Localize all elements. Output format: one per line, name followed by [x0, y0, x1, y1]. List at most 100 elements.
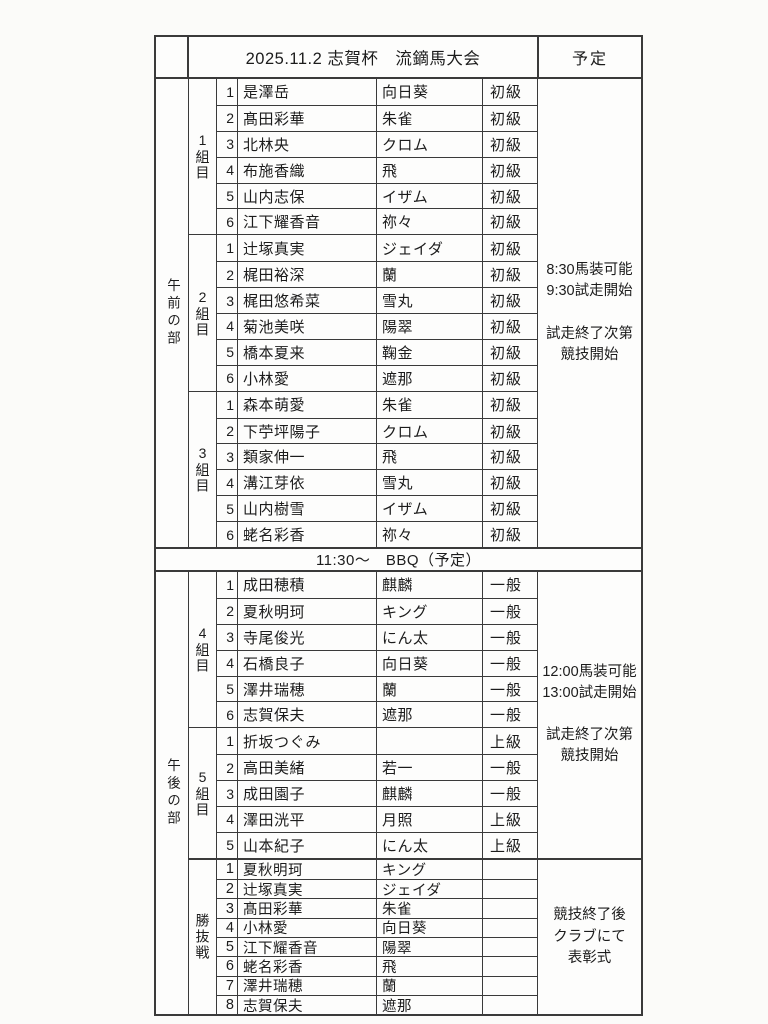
- group-block: 2組目 1 辻塚真実 ジェイダ 初級 2 梶田裕深蘭初級 3 梶田悠希菜 雪丸 初級 4 菊池美咲 陽翠初…: [189, 234, 537, 391]
- afternoon-schedule-cell: 12:00馬装可能 13:00試走開始 試走終了次第 競技開始: [537, 572, 641, 858]
- rider-name-cell: 是澤岳: [238, 79, 377, 105]
- rider-name-cell: 山内樹雪: [238, 496, 377, 522]
- table-row: 3 成田園子 麒麟 一般: [217, 780, 537, 807]
- table-row: 4 溝江芽依 雪丸 初級: [217, 469, 537, 496]
- entry-number-cell: 5: [217, 183, 238, 209]
- entry-number-cell: 2: [217, 598, 238, 624]
- horse-name-cell: 麒麟: [377, 781, 483, 807]
- afternoon-groups-section: 4組目 1 成田穂積 麒麟 一般 2 夏秋明珂 キング 一般 3 寺尾俊光 にん太 一般 4 石橋良子 向日葵…: [189, 572, 641, 858]
- rider-name-cell: 北林央: [238, 131, 377, 157]
- entry-number-cell: 2: [217, 755, 238, 781]
- table-row: 5 江下耀香音 陽翠: [217, 937, 537, 957]
- level-cell: [483, 977, 537, 995]
- entry-number-cell: 6: [217, 209, 238, 235]
- level-cell: 初級: [490, 162, 523, 180]
- level-cell: [483, 996, 537, 1014]
- level-cell: 初級: [490, 397, 523, 415]
- level-cell: [483, 899, 537, 917]
- rider-name-cell: 山内志保: [238, 183, 377, 209]
- level-cell: [483, 938, 537, 956]
- horse-name-cell: クロム: [377, 418, 483, 444]
- rider-name-cell: 澤井瑞穂: [238, 976, 377, 995]
- table-row: 3 梶田悠希菜 雪丸 初級: [217, 287, 537, 314]
- horse-name-cell: 雪丸: [377, 470, 483, 496]
- table-row: 1 折坂つぐみ 上級: [217, 728, 537, 755]
- table-row: 6 蛯名彩香飛: [217, 956, 537, 976]
- level-cell: [483, 957, 537, 975]
- horse-name-cell: 遮那: [377, 365, 483, 391]
- entry-number-cell: 5: [217, 496, 238, 522]
- level-cell: 初級: [490, 501, 523, 519]
- horse-name-cell: 麒麟: [377, 572, 483, 598]
- table-row: 6 江下耀香音 祢々 初級: [217, 208, 537, 235]
- horse-name-cell: 祢々: [377, 522, 483, 548]
- horse-name-cell: 朱雀: [377, 391, 483, 418]
- horse-name-cell: 飛: [377, 957, 483, 976]
- horse-name-cell: ジェイダ: [377, 235, 483, 262]
- entry-number-cell: 8: [217, 995, 238, 1015]
- table-row: 2 高田美緒 若一 一般: [217, 754, 537, 781]
- entry-number-cell: 6: [217, 522, 238, 548]
- table-row: 1 夏秋明珂 キング: [217, 859, 537, 880]
- entry-number-cell: 2: [217, 418, 238, 444]
- rider-name-cell: 溝江芽依: [238, 470, 377, 496]
- rider-name-cell: 蛯名彩香: [238, 957, 377, 976]
- level-cell: 初級: [490, 293, 523, 311]
- horse-name-cell: にん太: [377, 624, 483, 650]
- entry-number-cell: 4: [217, 157, 238, 183]
- entry-number-cell: 5: [217, 676, 238, 702]
- level-cell: 初級: [490, 84, 523, 102]
- horse-name-cell: 陽翠: [377, 938, 483, 957]
- horse-name-cell: 陽翠: [377, 314, 483, 339]
- horse-name-cell: 若一: [377, 755, 483, 781]
- rider-name-cell: 髙田彩華: [238, 899, 377, 918]
- rider-name-cell: 志賀保夫: [238, 702, 377, 728]
- horse-name-cell: 鞠金: [377, 339, 483, 365]
- table-row: 7 澤井瑞穂蘭: [217, 975, 537, 995]
- playoff-label: 勝抜戦: [189, 859, 217, 1015]
- level-cell: 一般: [490, 760, 523, 778]
- level-cell: 初級: [490, 188, 523, 206]
- rider-name-cell: 梶田悠希菜: [238, 288, 377, 314]
- horse-name-cell: 遮那: [377, 702, 483, 728]
- table-row: 3 寺尾俊光 にん太 一般: [217, 623, 537, 650]
- horse-name-cell: [377, 728, 483, 755]
- rider-name-cell: 小林愛: [238, 365, 377, 391]
- table-row: 3 類家伸一飛初級: [217, 443, 537, 470]
- entry-number-cell: 4: [217, 918, 238, 938]
- rider-name-cell: 菊池美咲: [238, 314, 377, 339]
- level-cell: 初級: [490, 423, 523, 441]
- rider-name-cell: 夏秋明珂: [238, 859, 377, 880]
- rider-name-cell: 小林愛: [238, 918, 377, 937]
- entry-number-cell: 3: [217, 624, 238, 650]
- level-cell: 初級: [490, 475, 523, 493]
- horse-name-cell: 向日葵: [377, 650, 483, 676]
- horse-name-cell: 朱雀: [377, 899, 483, 918]
- horse-name-cell: 蘭: [377, 976, 483, 995]
- rider-name-cell: 成田穂積: [238, 572, 377, 598]
- level-cell: 初級: [490, 344, 523, 362]
- rider-name-cell: 梶田裕深: [238, 262, 377, 288]
- event-title: 2025.11.2 志賀杯 流鏑馬大会: [245, 50, 481, 68]
- table-row: 4 菊池美咲 陽翠 初級: [217, 313, 537, 339]
- table-row: 1 森本萌愛 朱雀 初級: [217, 391, 537, 418]
- entry-number-cell: 3: [217, 444, 238, 470]
- group-label: 3組目: [189, 391, 217, 548]
- group-rows: 1 折坂つぐみ 上級 2 高田美緒 若一 一般 3 成田園子 麒麟 一般 4 澤田洸平 月照 上級 5 山本紀子…: [217, 728, 537, 858]
- entry-number-cell: 1: [217, 728, 238, 755]
- horse-name-cell: 遮那: [377, 995, 483, 1015]
- level-cell: 初級: [490, 370, 523, 388]
- rider-name-cell: 江下耀香音: [238, 209, 377, 235]
- entry-number-cell: 3: [217, 899, 238, 918]
- group-rows: 1 森本萌愛 朱雀 初級 2 下苧坪陽子 クロム 初級 3 類家伸一飛初級 4 溝江芽依 雪丸 初級 5 山内…: [217, 391, 537, 548]
- playoff-section: 勝抜戦 1 夏秋明珂 キング 2 辻塚真実 ジェイダ 3 髙田彩華 朱雀 4 小林愛 向日葵 5 江下耀香…: [189, 857, 641, 1015]
- table-row: 5 橋本夏来 鞠金 初級: [217, 338, 537, 365]
- group-block: 5組目 1 折坂つぐみ 上級 2 高田美緒 若一 一般 3 成田園子 麒麟 一般 4 澤田洸平 月照 上級 5 山…: [189, 727, 537, 858]
- table-row: 2 梶田裕深蘭初級: [217, 261, 537, 288]
- horse-name-cell: 蘭: [377, 262, 483, 288]
- entry-number-cell: 4: [217, 470, 238, 496]
- rider-name-cell: 下苧坪陽子: [238, 418, 377, 444]
- level-cell: [483, 880, 537, 898]
- horse-name-cell: キング: [377, 859, 483, 880]
- table-row: 2 辻塚真実 ジェイダ: [217, 879, 537, 899]
